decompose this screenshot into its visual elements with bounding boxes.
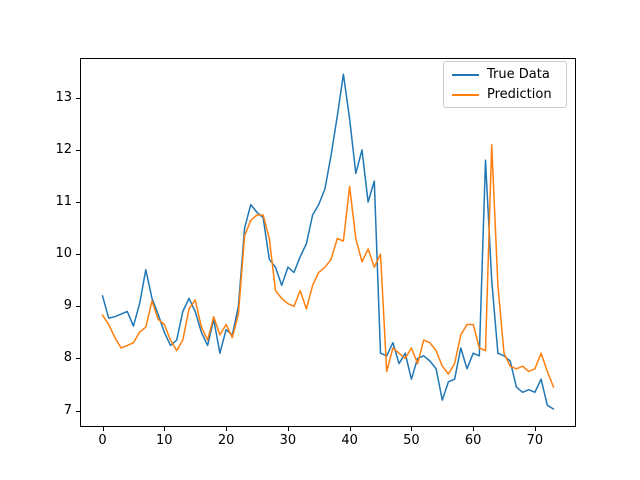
x-tick-label: 30 — [279, 433, 297, 448]
y-tick-label: 8 — [63, 350, 72, 366]
legend-swatch-prediction — [452, 93, 479, 96]
x-tick-mark — [102, 427, 104, 431]
legend-label-prediction: Prediction — [487, 87, 552, 102]
legend-label-true-data: True Data — [487, 67, 550, 82]
x-tick-label: 10 — [156, 433, 173, 448]
x-tick-label: 60 — [464, 433, 482, 448]
y-tick-label: 10 — [55, 246, 72, 262]
x-tick-label: 20 — [217, 433, 235, 448]
x-tick-label: 40 — [341, 433, 358, 448]
y-tick-label: 12 — [55, 141, 72, 157]
y-tick-mark — [76, 358, 80, 360]
y-tick-mark — [76, 254, 80, 256]
plot-area — [80, 58, 576, 427]
x-tick-mark — [349, 427, 351, 431]
y-tick-mark — [76, 306, 80, 308]
y-tick-label: 11 — [55, 194, 72, 209]
y-tick-label: 13 — [55, 89, 72, 105]
x-tick-label: 70 — [526, 433, 544, 448]
y-tick-label: 7 — [63, 402, 72, 418]
legend: True Data Prediction — [443, 61, 567, 108]
y-tick-mark — [76, 202, 80, 203]
legend-swatch-true-data — [452, 73, 479, 76]
y-tick-mark — [76, 149, 80, 151]
x-tick-label: 50 — [403, 433, 420, 448]
y-tick-mark — [76, 97, 80, 99]
x-tick-label: 0 — [98, 433, 107, 448]
x-tick-mark — [287, 427, 289, 431]
legend-entry-true-data: True Data — [452, 67, 558, 83]
y-tick-label: 9 — [63, 298, 72, 314]
x-tick-mark — [226, 427, 228, 431]
series-line-true-data — [101, 73, 555, 410]
x-tick-mark — [164, 427, 166, 431]
legend-entry-prediction: Prediction — [452, 87, 558, 103]
x-tick-mark — [473, 427, 475, 431]
x-tick-mark — [411, 427, 413, 431]
x-tick-mark — [534, 427, 536, 431]
y-tick-mark — [76, 410, 80, 412]
series-line-prediction — [101, 143, 555, 388]
